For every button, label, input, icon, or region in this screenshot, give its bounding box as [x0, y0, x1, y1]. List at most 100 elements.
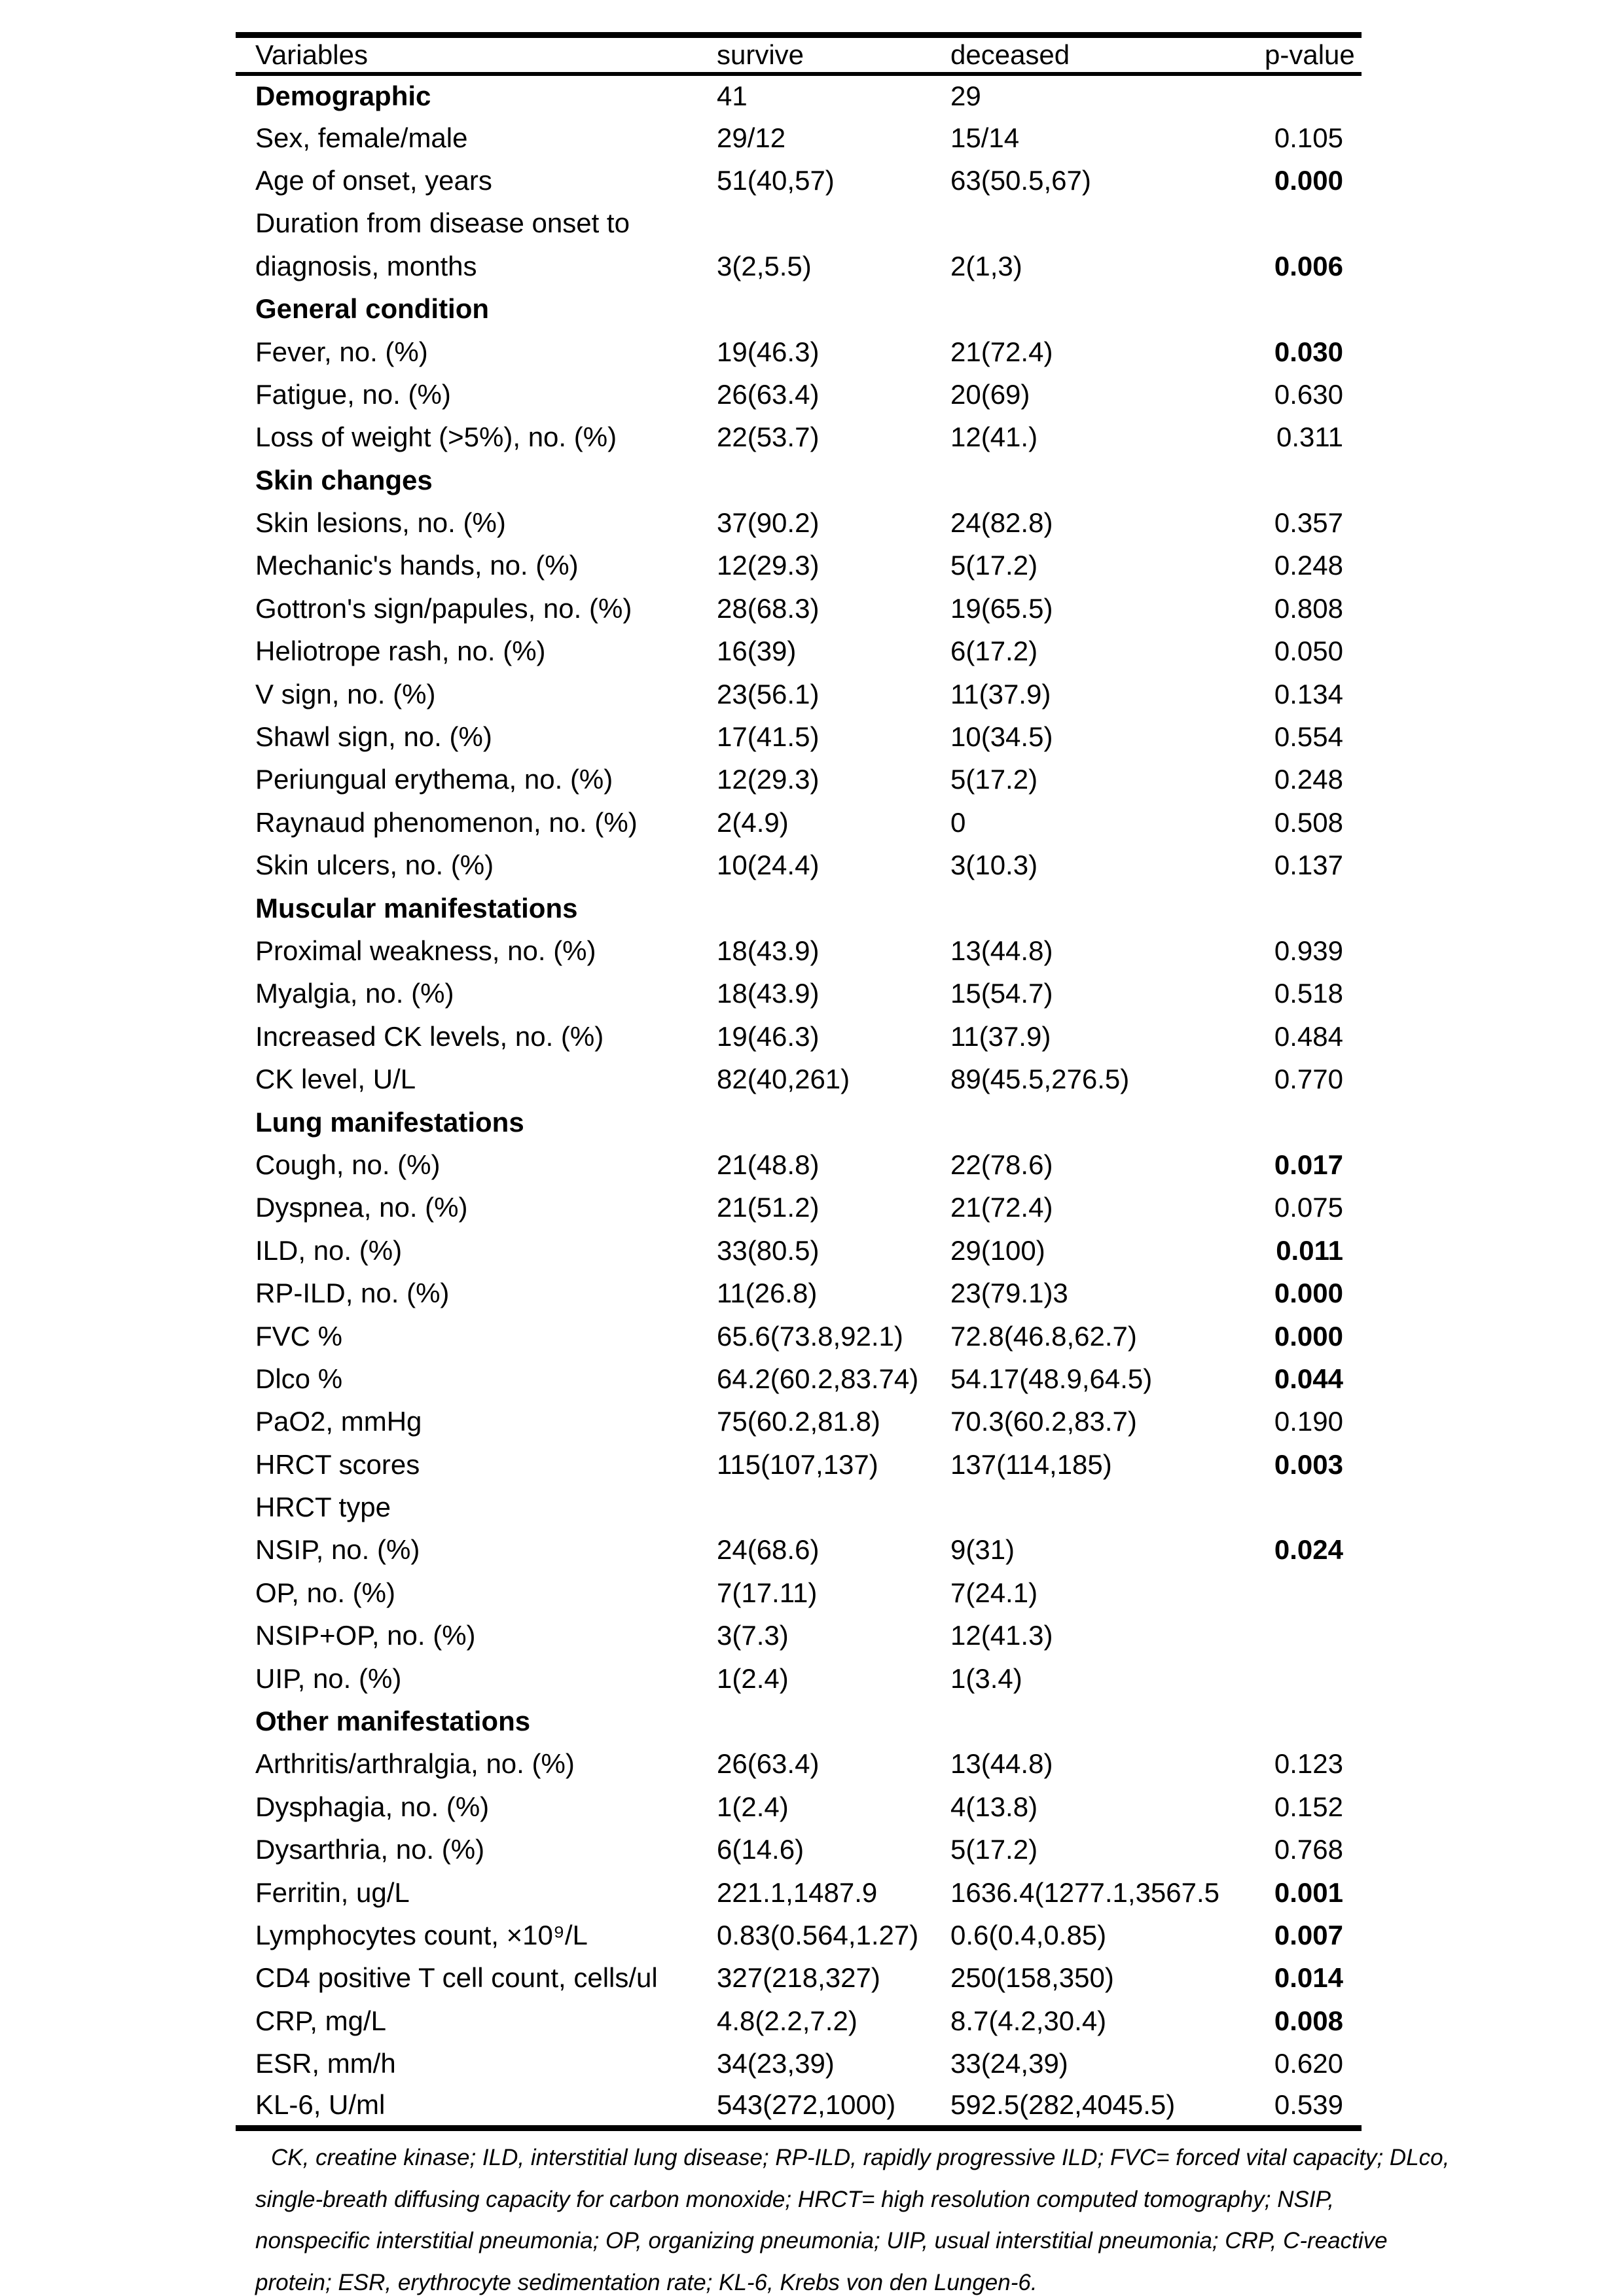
cell-deceased: 89(45.5,276.5) — [950, 1064, 1130, 1095]
cell-deceased: 20(69) — [950, 378, 1030, 410]
cell-p-value: 0.008 — [1274, 2005, 1343, 2036]
cell-p-value: 0.030 — [1274, 336, 1343, 367]
footnote-line: protein; ESR, erythrocyte sedimentation … — [255, 2269, 1038, 2295]
row-label: NSIP+OP, no. (%) — [255, 1620, 476, 1651]
table-row: NSIP, no. (%) 24(68.6) 9(31) 0.024 — [236, 1529, 1362, 1571]
table-row: Lung manifestations — [236, 1101, 1362, 1143]
cell-survive: 1(2.4) — [717, 1791, 789, 1822]
cell-p-value — [1265, 1615, 1362, 1657]
row-label: diagnosis, months — [255, 250, 477, 281]
cell-p-value — [1265, 1101, 1362, 1143]
cell-survive: 18(43.9) — [717, 978, 820, 1009]
cell-p-value: 0.011 — [1276, 1234, 1343, 1266]
table-row: HRCT type — [236, 1486, 1362, 1528]
table-row: Age of onset, years 51(40,57) 63(50.5,67) 0… — [236, 159, 1362, 202]
cell-deceased: 5(17.2) — [950, 1834, 1038, 1865]
row-label: Lymphocytes count, ×10⁹/L — [255, 1919, 588, 1950]
cell-p-value: 0.620 — [1274, 2048, 1343, 2079]
cell-p-value — [1265, 1486, 1362, 1528]
cell-survive: 17(41.5) — [717, 721, 820, 753]
table-row: Heliotrope rash, no. (%) 16(39) 6(17.2) 0.0… — [236, 630, 1362, 673]
row-label: PaO2, mmHg — [255, 1406, 422, 1437]
cell-survive — [717, 287, 950, 330]
header-p-value: p-value — [1265, 39, 1355, 70]
cell-p-value: 0.017 — [1274, 1149, 1343, 1180]
table-row: FVC % 65.6(73.8,92.1) 72.8(46.8,62.7) 0.000 — [236, 1315, 1362, 1357]
cell-deceased — [950, 1101, 1265, 1143]
table-row: Cough, no. (%) 21(48.8) 22(78.6) 0.017 — [236, 1143, 1362, 1186]
cell-deceased: 0.6(0.4,0.85) — [950, 1919, 1107, 1950]
cell-p-value: 0.014 — [1274, 1962, 1343, 1994]
cell-survive: 24(68.6) — [717, 1534, 820, 1566]
cell-p-value: 0.075 — [1274, 1192, 1343, 1223]
cell-deceased — [950, 1486, 1265, 1528]
cell-deceased: 15/14 — [950, 122, 1020, 153]
row-label: Other manifestations — [255, 1706, 531, 1737]
cell-deceased: 1636.4(1277.1,3567.5 — [950, 1876, 1220, 1908]
cell-survive: 26(63.4) — [717, 1748, 820, 1780]
cell-p-value — [1265, 202, 1362, 245]
cell-survive: 3(2,5.5) — [717, 250, 812, 281]
cell-survive: 21(48.8) — [717, 1149, 820, 1180]
cell-deceased: 5(17.2) — [950, 550, 1038, 581]
table-row: OP, no. (%) 7(17.11) 7(24.1) — [236, 1571, 1362, 1614]
cell-deceased: 3(10.3) — [950, 850, 1038, 881]
row-label: CRP, mg/L — [255, 2005, 386, 2036]
table-row: CK level, U/L 82(40,261) 89(45.5,276.5) 0.7… — [236, 1058, 1362, 1100]
cell-p-value: 0.484 — [1274, 1020, 1343, 1052]
cell-survive: 29/12 — [717, 122, 786, 153]
cell-deceased — [950, 887, 1265, 929]
cell-p-value — [1265, 1571, 1362, 1614]
cell-survive — [717, 202, 950, 245]
table-row: Skin lesions, no. (%) 37(90.2) 24(82.8) 0.3… — [236, 501, 1362, 544]
cell-deceased: 72.8(46.8,62.7) — [950, 1320, 1137, 1352]
cell-p-value: 0.508 — [1274, 806, 1343, 838]
row-label: OP, no. (%) — [255, 1577, 395, 1608]
cell-p-value — [1265, 1657, 1362, 1700]
table-row: Other manifestations — [236, 1700, 1362, 1742]
cell-survive: 19(46.3) — [717, 1020, 820, 1052]
cell-survive: 75(60.2,81.8) — [717, 1406, 880, 1437]
cell-survive: 3(7.3) — [717, 1620, 789, 1651]
row-label: Skin ulcers, no. (%) — [255, 850, 494, 881]
row-label: Ferritin, ug/L — [255, 1876, 410, 1908]
table-body: Demographic 41 29 Sex, female/male 29/12 15/1… — [236, 74, 1362, 2128]
row-label: Muscular manifestations — [255, 892, 578, 924]
row-label: RP-ILD, no. (%) — [255, 1278, 450, 1309]
row-label: Dyspnea, no. (%) — [255, 1192, 468, 1223]
cell-survive — [717, 1700, 950, 1742]
cell-survive: 1(2.4) — [717, 1662, 789, 1694]
cell-survive — [717, 459, 950, 501]
cell-p-value: 0.001 — [1274, 1876, 1343, 1908]
table-row: Loss of weight (>5%), no. (%) 22(53.7) 12(… — [236, 416, 1362, 459]
cell-p-value: 0.000 — [1274, 164, 1343, 196]
table-row: Shawl sign, no. (%) 17(41.5) 10(34.5) 0.554 — [236, 715, 1362, 758]
row-label: Dlco % — [255, 1363, 343, 1394]
cell-survive: 28(68.3) — [717, 592, 820, 624]
table-row: Fever, no. (%) 19(46.3) 21(72.4) 0.030 — [236, 331, 1362, 373]
footnote-line: CK, creatine kinase; ILD, interstitial l… — [271, 2145, 1450, 2170]
footnote-line: nonspecific interstitial pneumonia; OP, … — [255, 2228, 1388, 2253]
cell-p-value: 0.357 — [1274, 507, 1343, 539]
cell-deceased: 250(158,350) — [950, 1962, 1114, 1994]
row-label: Sex, female/male — [255, 122, 468, 153]
row-label: KL-6, U/ml — [255, 2089, 386, 2121]
cell-deceased: 15(54.7) — [950, 978, 1053, 1009]
table-row: Demographic 41 29 — [236, 74, 1362, 117]
row-label: HRCT scores — [255, 1448, 420, 1480]
table-row: Arthritis/arthralgia, no. (%) 26(63.4) 13(… — [236, 1743, 1362, 1785]
cell-survive: 11(26.8) — [717, 1278, 818, 1309]
table-row: Periungual erythema, no. (%) 12(29.3) 5(17… — [236, 759, 1362, 801]
cell-p-value: 0.630 — [1274, 378, 1343, 410]
cell-deceased: 21(72.4) — [950, 1192, 1053, 1223]
cell-survive: 65.6(73.8,92.1) — [717, 1320, 903, 1352]
cell-p-value: 0.554 — [1274, 721, 1343, 753]
row-label: ILD, no. (%) — [255, 1234, 403, 1266]
cell-survive: 34(23,39) — [717, 2048, 835, 2079]
cell-deceased: 7(24.1) — [950, 1577, 1038, 1608]
table-row: Ferritin, ug/L 221.1,1487.9 1636.4(1277.1,… — [236, 1871, 1362, 1914]
cell-deceased: 592.5(282,4045.5) — [950, 2089, 1176, 2121]
table-row: NSIP+OP, no. (%) 3(7.3) 12(41.3) — [236, 1615, 1362, 1657]
cell-deceased: 5(17.2) — [950, 764, 1038, 795]
